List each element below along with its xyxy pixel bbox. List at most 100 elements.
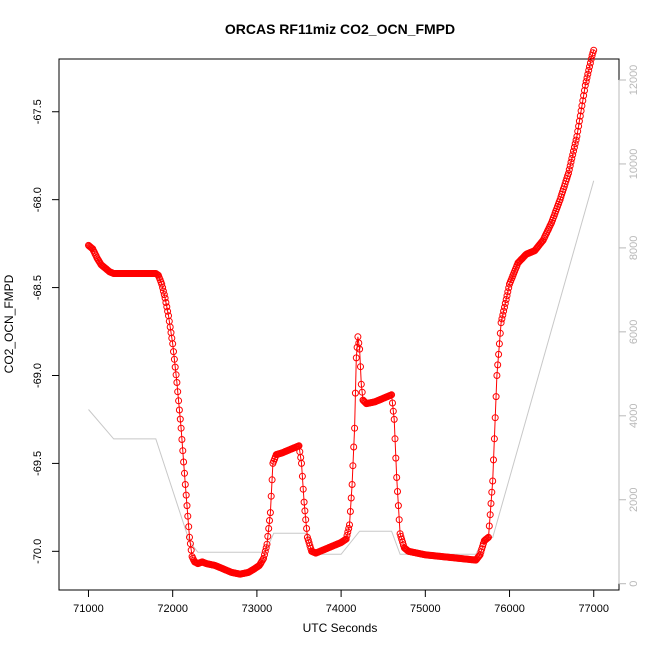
data-point [576, 112, 584, 120]
data-point [570, 147, 577, 155]
right-y-tick-label: 2000 [628, 488, 640, 512]
data-point [260, 554, 268, 562]
data-point [161, 294, 169, 302]
data-point [160, 291, 168, 299]
data-point [302, 516, 310, 524]
data-point [344, 528, 352, 536]
x-tick-label: 72000 [157, 603, 188, 615]
plot-frame [58, 58, 620, 591]
data-point [176, 415, 184, 423]
x-tick-label: 73000 [242, 603, 273, 615]
data-point [568, 155, 576, 162]
data-point [504, 288, 512, 296]
data-point [582, 78, 590, 86]
data-point [266, 509, 274, 517]
data-point [503, 292, 511, 300]
data-point [299, 485, 307, 493]
data-point [181, 481, 189, 488]
data-point [581, 81, 589, 89]
x-tick-label: 71000 [73, 603, 104, 615]
data-point [158, 280, 166, 288]
data-point [500, 307, 508, 315]
data-point [392, 454, 400, 462]
data-point [586, 63, 593, 71]
right-y-tick-label: 0 [628, 581, 640, 587]
data-point [179, 447, 187, 455]
data-point [585, 66, 593, 74]
data-point [587, 55, 595, 63]
data-point [567, 158, 575, 166]
data-point [169, 340, 177, 348]
data-point [395, 516, 403, 524]
y-axis-label: CO2_OCN_FMPD [2, 274, 16, 373]
data-point [343, 532, 351, 539]
data-point [352, 354, 360, 362]
data-point [586, 59, 594, 67]
data-point [261, 547, 269, 555]
data-point [175, 397, 183, 405]
data-point [358, 388, 366, 396]
data-point [501, 303, 508, 311]
data-point [572, 136, 580, 144]
secondary-series-line [88, 180, 595, 555]
data-point [495, 340, 503, 348]
data-point [346, 521, 353, 529]
data-point [394, 502, 402, 510]
data-point [159, 284, 167, 292]
data-point [573, 132, 581, 140]
data-point [185, 523, 193, 531]
data-point [485, 533, 492, 541]
data-point [356, 345, 364, 353]
y-tick-label: -70.0 [32, 539, 44, 564]
data-point [181, 469, 188, 477]
data-point [357, 363, 364, 371]
right-y-axis: 0 2000 4000 6000 8000 10000 12000 [618, 65, 640, 587]
data-point [497, 319, 505, 327]
right-y-tick-label: 8000 [628, 236, 640, 260]
data-point [569, 151, 577, 159]
data-point [261, 551, 268, 559]
data-point [583, 74, 591, 82]
data-point [566, 162, 574, 170]
data-point [357, 380, 365, 388]
data-point [475, 552, 483, 560]
data-point [300, 498, 308, 506]
y-tick-label: -68.0 [32, 187, 44, 212]
data-point [301, 507, 309, 515]
data-point [173, 379, 181, 386]
data-point [172, 371, 180, 379]
data-point [394, 488, 401, 495]
data-point [349, 462, 357, 470]
data-point [579, 97, 587, 105]
data-point [491, 414, 499, 422]
data-point [496, 329, 504, 337]
data-point [342, 535, 350, 543]
data-point [170, 355, 178, 363]
data-point [345, 525, 353, 532]
data-point [298, 472, 306, 480]
data-point [389, 399, 396, 407]
data-point [346, 508, 354, 515]
data-point [170, 348, 177, 356]
data-point [485, 522, 493, 530]
right-y-tick-label: 4000 [628, 404, 640, 428]
data-point [267, 492, 275, 500]
data-point [303, 525, 311, 532]
data-point [351, 424, 359, 432]
primary-series [85, 46, 598, 578]
data-point [174, 388, 182, 396]
right-y-tick-label: 10000 [628, 149, 640, 180]
x-tick-label: 76000 [494, 603, 525, 615]
data-point [263, 540, 271, 548]
data-point [492, 393, 500, 401]
data-point [264, 532, 272, 540]
data-point [298, 459, 305, 467]
data-point [180, 458, 188, 466]
data-point [484, 534, 492, 542]
data-point [388, 391, 396, 399]
y-axis: -70.0 -69.5 -69.0 -68.5 -68.0 -67.5 [32, 99, 60, 564]
data-point [351, 389, 359, 397]
data-point [162, 299, 170, 306]
data-point [487, 500, 495, 507]
